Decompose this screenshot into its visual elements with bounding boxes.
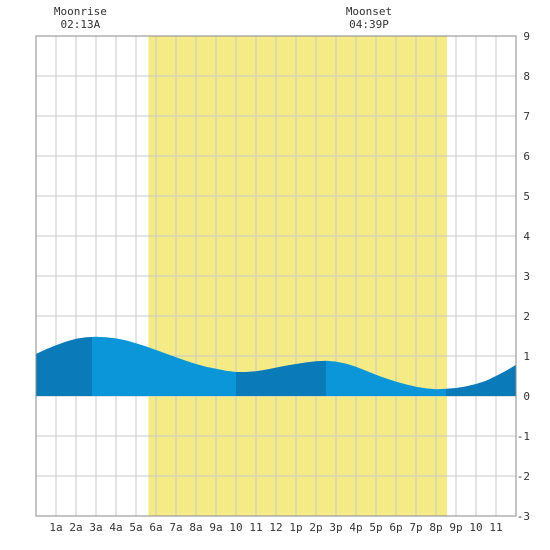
y-tick-label: 3	[523, 270, 530, 283]
x-tick-label: 2p	[309, 521, 322, 534]
x-tick-label: 8p	[429, 521, 442, 534]
tide-area-segment	[326, 360, 446, 396]
y-tick-label: 8	[523, 70, 530, 83]
x-tick-label: 6p	[389, 521, 402, 534]
x-tick-label: 11	[489, 521, 502, 534]
y-tick-label: 0	[523, 390, 530, 403]
x-tick-label: 6a	[149, 521, 162, 534]
y-tick-label: -2	[517, 470, 530, 483]
x-tick-label: 12	[269, 521, 282, 534]
x-tick-label: 1a	[49, 521, 62, 534]
x-tick-label: 2a	[69, 521, 82, 534]
tide-area-segment	[92, 336, 236, 396]
x-tick-label: 9p	[449, 521, 462, 534]
y-tick-label: 4	[523, 230, 530, 243]
x-tick-label: 3a	[89, 521, 102, 534]
y-tick-label: -1	[517, 430, 530, 443]
x-tick-label: 7a	[169, 521, 182, 534]
y-tick-label: 2	[523, 310, 530, 323]
x-tick-label: 4a	[109, 521, 122, 534]
tide-area-segment	[236, 360, 326, 396]
x-tick-label: 7p	[409, 521, 422, 534]
y-tick-label: -3	[517, 510, 530, 523]
y-tick-label: 5	[523, 190, 530, 203]
y-tick-label: 6	[523, 150, 530, 163]
x-tick-label: 9a	[209, 521, 222, 534]
moonrise-label: Moonrise	[54, 5, 107, 18]
x-tick-label: 10	[229, 521, 242, 534]
tide-area-segment	[36, 336, 92, 396]
x-tick-label: 5a	[129, 521, 142, 534]
moonset-label: Moonset	[346, 5, 392, 18]
x-tick-label: 3p	[329, 521, 342, 534]
x-tick-label: 8a	[189, 521, 202, 534]
moonset-time: 04:39P	[349, 18, 389, 31]
x-tick-label: 10	[469, 521, 482, 534]
x-tick-label: 4p	[349, 521, 362, 534]
y-tick-label: 9	[523, 30, 530, 43]
tide-area-segment	[446, 364, 516, 396]
y-tick-label: 1	[523, 350, 530, 363]
plot-frame	[35, 35, 517, 517]
moonrise-time: 02:13A	[61, 18, 101, 31]
x-tick-label: 1p	[289, 521, 302, 534]
x-tick-label: 5p	[369, 521, 382, 534]
x-tick-label: 11	[249, 521, 262, 534]
y-tick-label: 7	[523, 110, 530, 123]
